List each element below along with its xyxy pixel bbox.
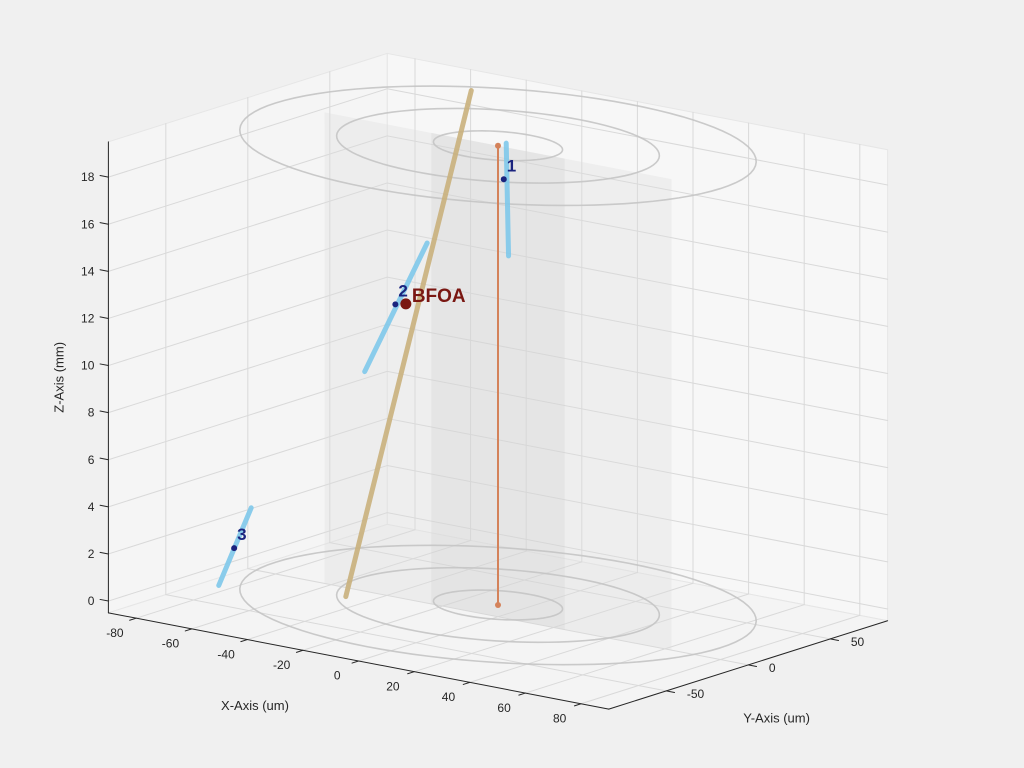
x-tick	[240, 639, 248, 643]
short-line-label: 1	[507, 156, 516, 175]
grid-line	[107, 512, 388, 602]
grid-line	[107, 417, 388, 508]
z-axis-label: Z-Axis (mm)	[51, 342, 66, 413]
x-tick	[518, 692, 526, 696]
grid-line	[386, 229, 889, 327]
z-tick-label: 12	[81, 311, 95, 325]
grid-line	[386, 370, 889, 469]
z-tick	[99, 551, 109, 555]
y-tick	[665, 690, 676, 694]
grid-line	[329, 542, 831, 640]
y-axis-label: Y-Axis (um)	[743, 710, 810, 725]
z-tick	[99, 363, 109, 367]
x-tick-label: 20	[386, 679, 400, 693]
grid-line	[386, 512, 889, 610]
z-tick	[99, 504, 109, 508]
x-tick	[184, 628, 193, 632]
z-tick-label: 16	[81, 217, 95, 231]
grid-line	[107, 370, 388, 461]
z-tick	[99, 175, 109, 178]
cylinder-ring	[335, 566, 661, 644]
short-line	[503, 140, 512, 259]
short-line-label: 2	[398, 281, 407, 300]
cylinder-ring	[335, 107, 661, 184]
vertical-line-endpoint	[495, 602, 501, 608]
bfoa-label: BFOA	[412, 286, 466, 307]
bfoa-point	[400, 298, 412, 310]
z-tick-label: 2	[88, 547, 95, 561]
x-tick-label: -60	[162, 637, 180, 651]
x-tick	[407, 671, 415, 675]
z-tick	[99, 457, 109, 461]
z-tick-label: 8	[88, 406, 95, 420]
z-tick-label: 18	[81, 170, 95, 184]
grid-line	[107, 88, 388, 178]
grid-line	[386, 417, 889, 516]
grid-line	[107, 135, 388, 225]
grid-line	[165, 594, 667, 692]
grid-line	[247, 568, 749, 666]
x-tick-label: -80	[106, 626, 124, 640]
grid-line	[386, 276, 889, 374]
x-tick-label: 0	[334, 669, 341, 683]
y-tick-label: -50	[687, 687, 705, 701]
x-axis-label: X-Axis (um)	[221, 698, 289, 713]
z-tick-label: 14	[81, 264, 95, 278]
x-tick-label: 80	[553, 712, 567, 726]
y-tick	[829, 638, 840, 642]
z-tick-label: 10	[81, 359, 95, 373]
z-tick-label: 4	[88, 500, 95, 514]
grid-line	[107, 229, 388, 319]
cylinder-ring	[238, 85, 758, 207]
grid-line	[107, 323, 388, 414]
cylinder-ring	[238, 544, 758, 666]
x-tick-label: 60	[497, 701, 511, 715]
grid-line	[386, 182, 889, 280]
x-tick	[573, 703, 582, 707]
bfoa-line	[343, 88, 474, 600]
cylinder-ring	[432, 589, 564, 621]
grid-line	[386, 465, 889, 563]
z-tick-label: 0	[88, 594, 95, 608]
x-tick-label: -40	[217, 647, 235, 661]
x-tick	[351, 660, 360, 664]
grid-line	[107, 182, 388, 272]
x-tick	[129, 617, 137, 621]
z-tick	[99, 222, 109, 225]
grid-line	[107, 276, 388, 367]
x-tick-label: -20	[273, 658, 291, 672]
short-line-label: 3	[237, 525, 246, 544]
x-tick	[295, 649, 304, 653]
short-line-point	[392, 301, 399, 308]
z-tick-label: 6	[88, 453, 95, 467]
grid-line	[386, 135, 889, 233]
y-tick	[747, 664, 758, 668]
x-tick-label: 40	[442, 690, 456, 704]
short-line-point	[231, 545, 238, 552]
z-tick	[99, 316, 109, 319]
y-tick-label: 0	[769, 661, 776, 675]
short-line-point	[500, 176, 507, 183]
z-tick	[99, 598, 109, 602]
z-tick	[99, 410, 109, 414]
vertical-line-endpoint	[495, 142, 501, 149]
grid-line	[386, 323, 889, 422]
z-tick	[99, 269, 109, 272]
x-tick	[462, 681, 471, 685]
y-tick-label: 50	[851, 635, 865, 649]
